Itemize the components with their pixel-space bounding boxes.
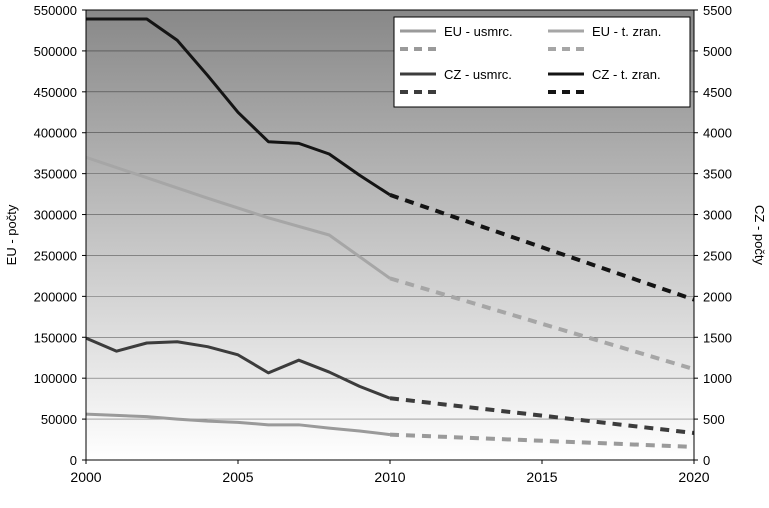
y-tick-label-right: 3000 — [703, 208, 732, 223]
series-projection-eu-t-zran — [389, 276, 695, 372]
y-tick-label-left: 50000 — [41, 412, 77, 427]
y-tick-label-left: 500000 — [34, 44, 77, 59]
series-projection-eu-usmrc — [389, 432, 695, 449]
y-tick-label-right: 1000 — [703, 371, 732, 386]
y-tick-label-right: 3500 — [703, 167, 732, 182]
y-tick-label-left: 0 — [70, 453, 77, 468]
y-axis-label-left: EU - počty — [4, 204, 19, 265]
y-axis-label-right: CZ - počty — [752, 205, 767, 265]
y-tick-label-left: 400000 — [34, 126, 77, 141]
x-tick-label: 2005 — [222, 469, 253, 485]
y-tick-label-left: 550000 — [34, 3, 77, 18]
y-tick-label-right: 2500 — [703, 248, 732, 263]
y-tick-label-left: 150000 — [34, 330, 77, 345]
x-tick-label: 2015 — [526, 469, 557, 485]
y-tick-label-left: 250000 — [34, 248, 77, 263]
legend-label-cz-t-zran: CZ - t. zran. — [592, 67, 661, 82]
series-line-eu-t-zran — [85, 155, 391, 280]
y-tick-label-left: 300000 — [34, 208, 77, 223]
y-tick-label-right: 4500 — [703, 85, 732, 100]
series-layer — [85, 17, 695, 449]
y-tick-label-right: 1500 — [703, 330, 732, 345]
y-tick-label-right: 2000 — [703, 289, 732, 304]
y-tick-label-right: 4000 — [703, 126, 732, 141]
y-tick-label-left: 100000 — [34, 371, 77, 386]
y-tick-label-left: 350000 — [34, 167, 77, 182]
series-line-eu-usmrc — [85, 412, 391, 437]
x-tick-label: 2000 — [70, 469, 101, 485]
legend-label-eu-t-zran: EU - t. zran. — [592, 24, 661, 39]
legend-label-eu-usmrc: EU - usmrc. — [444, 24, 513, 39]
y-tick-label-right: 0 — [703, 453, 710, 468]
legend-label-cz-usmrc: CZ - usmrc. — [444, 67, 512, 82]
series-line-cz-t-zran — [86, 17, 391, 197]
series-projection-cz-t-zran — [389, 193, 695, 302]
legend: EU - usmrc. EU - t. zran. CZ - usmrc. CZ - … — [393, 16, 691, 108]
y-tick-label-left: 200000 — [34, 289, 77, 304]
y-tick-label-right: 500 — [703, 412, 725, 427]
tick-labels: 0500001000001500002000002500003000003500… — [34, 3, 732, 485]
x-tick-label: 2020 — [678, 469, 709, 485]
legend-box — [393, 16, 691, 108]
series-projection-cz-usmrc — [389, 396, 695, 435]
x-tick-label: 2010 — [374, 469, 405, 485]
y-tick-label-right: 5500 — [703, 3, 732, 18]
y-tick-label-right: 5000 — [703, 44, 732, 59]
series-line-cz-usmrc — [85, 336, 391, 400]
y-tick-label-left: 450000 — [34, 85, 77, 100]
